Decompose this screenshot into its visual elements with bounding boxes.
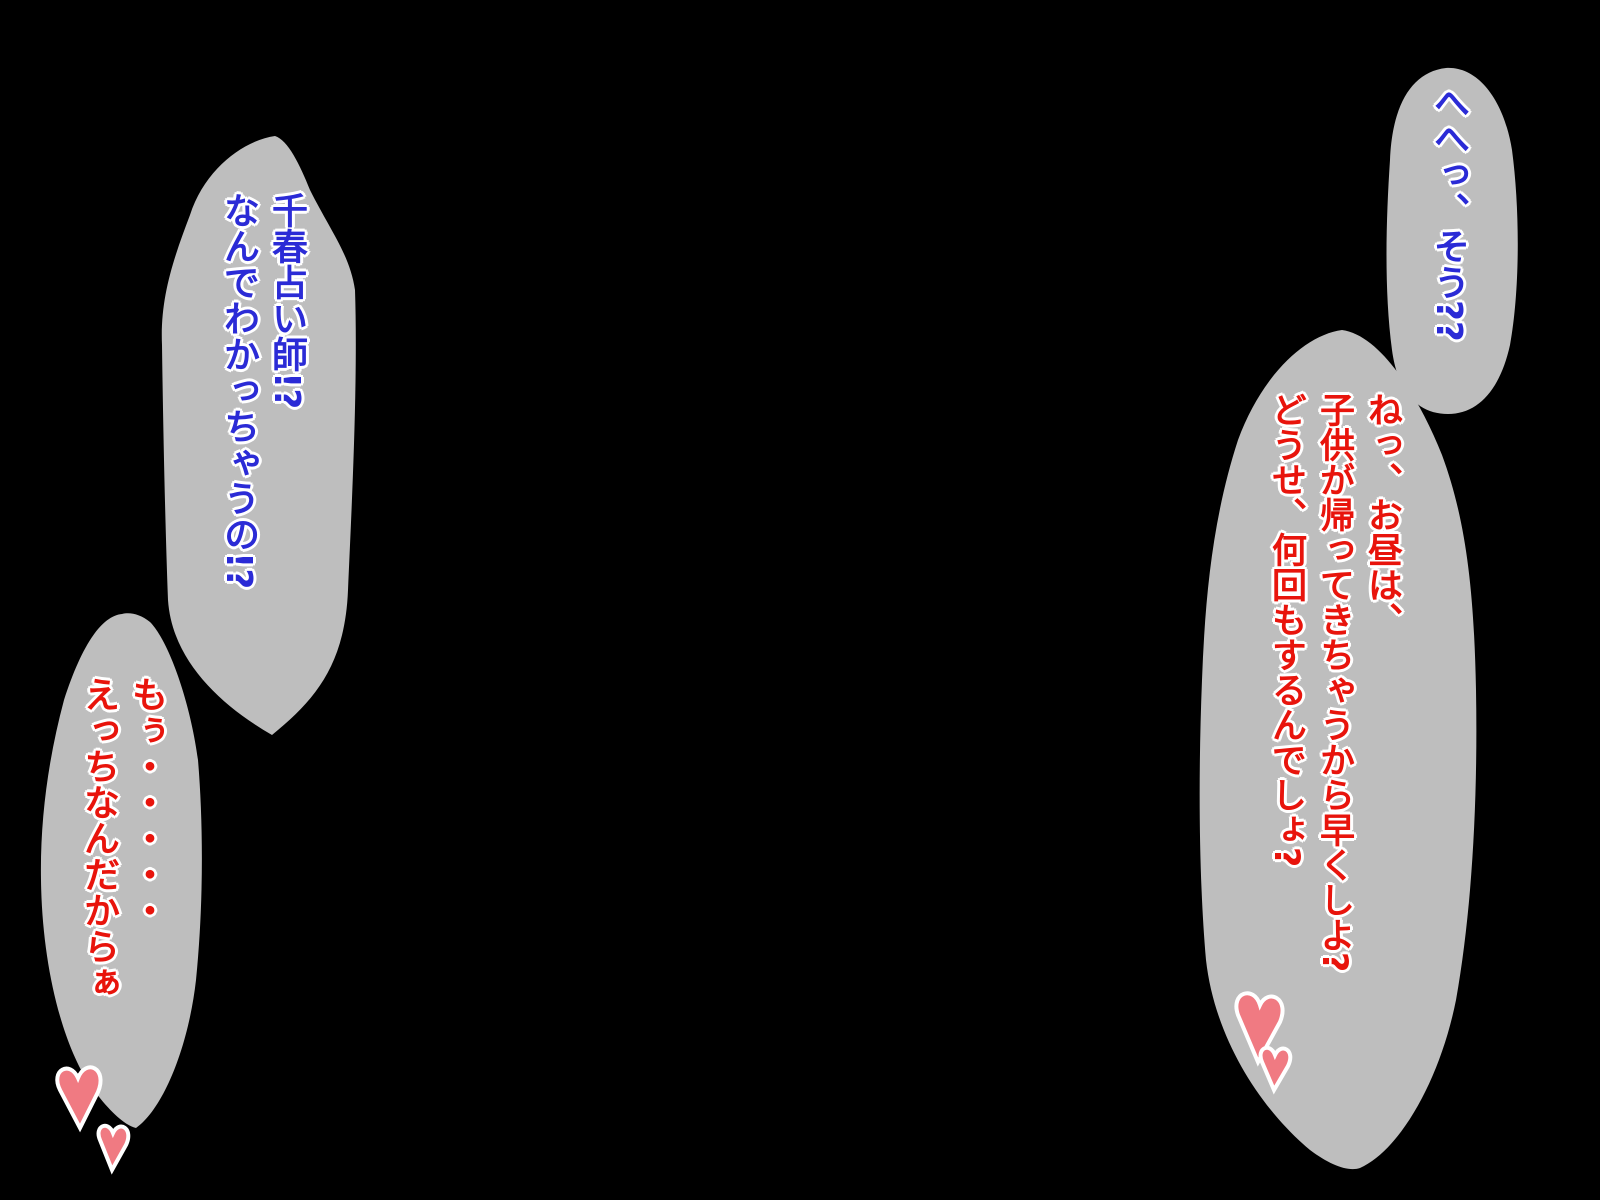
dialogue-line: 子供が帰ってきちゃうから早くしよ? bbox=[1313, 391, 1355, 973]
dialogue-line: へへっ、そう?? bbox=[1427, 83, 1470, 343]
heart-icon bbox=[55, 1065, 103, 1133]
heart-icon bbox=[1258, 1045, 1293, 1095]
heart-icon bbox=[1234, 991, 1285, 1067]
speech-balloon-right-upper bbox=[1386, 67, 1518, 415]
dialogue-left-lower: もぅ・・・・・ えっちなんだからぁ bbox=[74, 675, 170, 1001]
dialogue-line: えっちなんだからぁ bbox=[77, 675, 120, 1001]
dialogue-right-upper: へへっ、そう?? bbox=[1424, 83, 1472, 343]
dialogue-line: 千春占い師!? bbox=[265, 191, 308, 410]
dialogue-right-lower: ねっ、お昼は、 子供が帰ってきちゃうから早くしよ? どうせ、何回もするんでしょ? bbox=[1262, 391, 1406, 973]
speech-balloon-right-lower bbox=[1199, 330, 1477, 1170]
dialogue-left-upper: 千春占い師!? なんでわかっちゃうの!? bbox=[214, 191, 310, 590]
heart-icon bbox=[96, 1123, 131, 1175]
speech-balloon-left-lower bbox=[40, 613, 202, 1128]
speech-balloon-left-upper bbox=[161, 136, 356, 735]
dialogue-line: ねっ、お昼は、 bbox=[1361, 391, 1403, 638]
dialogue-line: なんでわかっちゃうの!? bbox=[217, 191, 260, 590]
dialogue-line: どうせ、何回もするんでしょ? bbox=[1265, 391, 1307, 868]
dialogue-line: もぅ・・・・・ bbox=[125, 675, 168, 929]
